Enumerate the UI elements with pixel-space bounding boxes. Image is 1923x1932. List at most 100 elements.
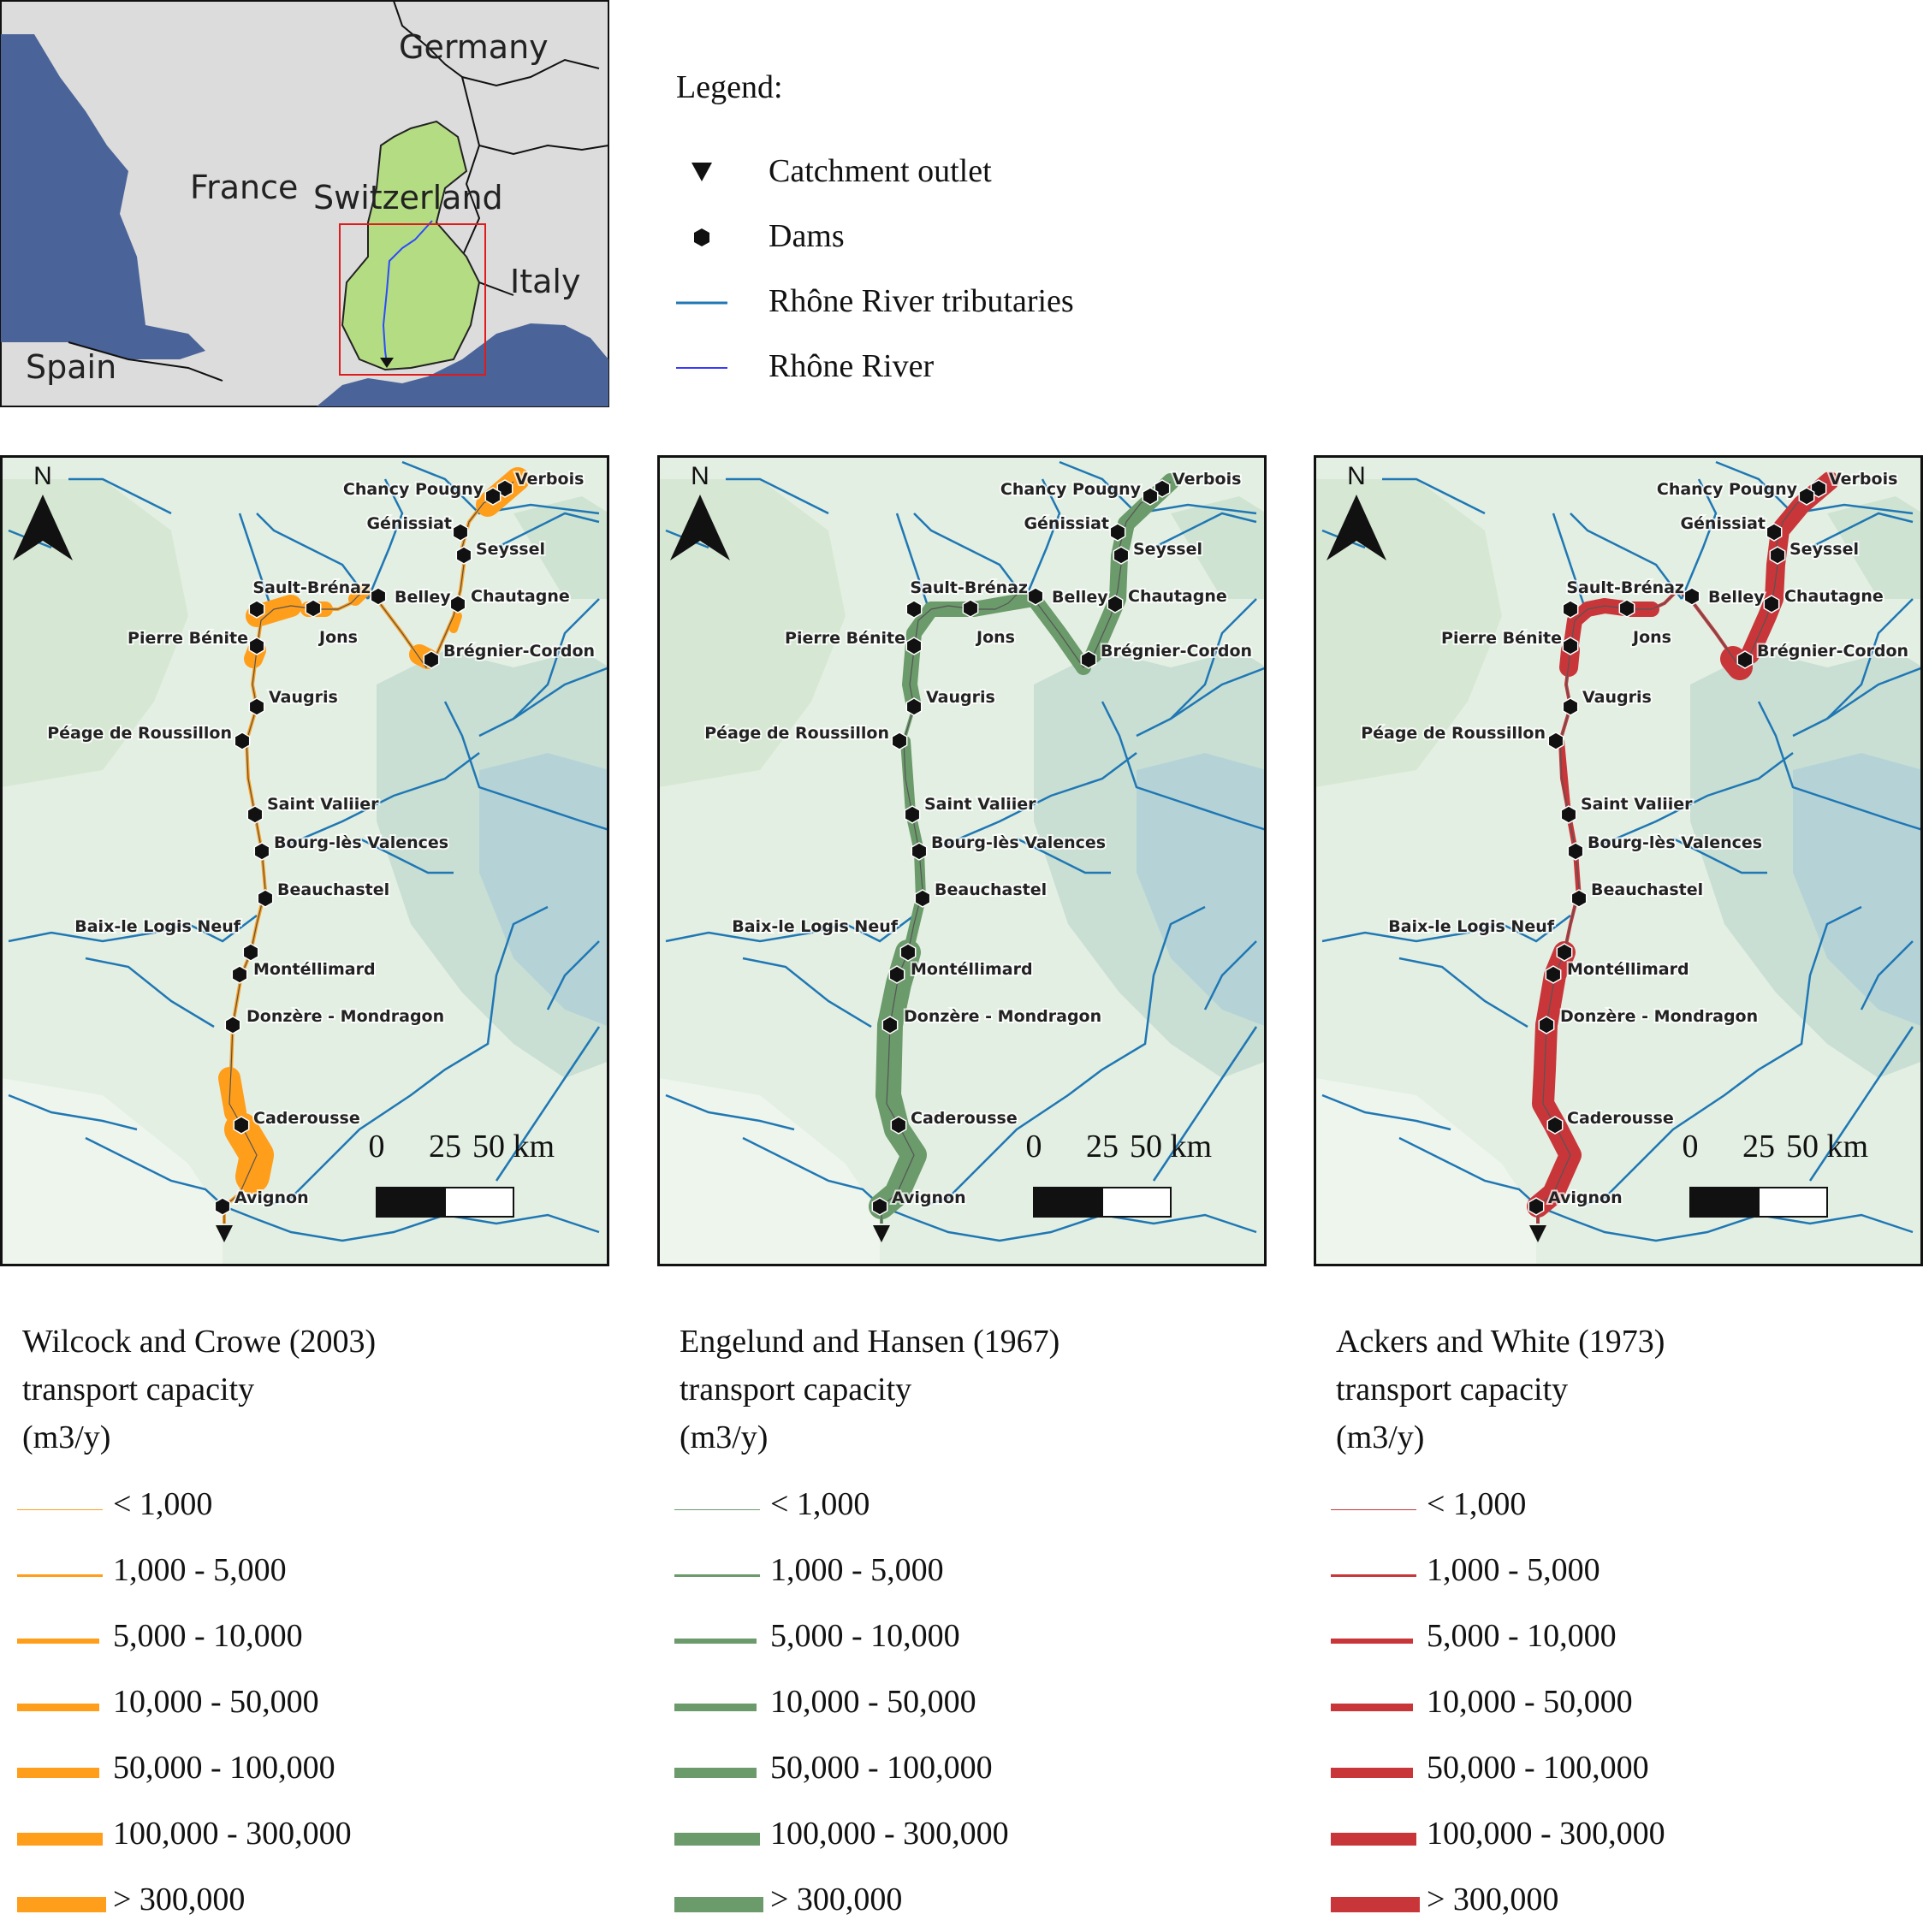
- dam-hexagon-icon: [1799, 488, 1813, 505]
- dam-label: Beauchastel: [935, 880, 1047, 899]
- scale-label: 25: [429, 1129, 461, 1165]
- capacity-legend-row: 100,000 - 300,000: [657, 1815, 1256, 1866]
- dam-hexagon-icon: [243, 944, 258, 961]
- dam-label: Péage de Roussillon: [704, 724, 889, 743]
- north-label: N: [1347, 462, 1366, 490]
- title-line: (m3/y): [22, 1413, 376, 1461]
- dam-label: Vaugris: [926, 688, 995, 707]
- country-label-spain: Spain: [26, 348, 116, 386]
- capacity-class-label: 100,000 - 300,000: [770, 1815, 1009, 1852]
- capacity-class-label: 5,000 - 10,000: [1427, 1617, 1617, 1655]
- dam-hexagon-icon: [1143, 488, 1157, 505]
- legend-label: Dams: [769, 217, 845, 255]
- dam-label: Montéllimard: [911, 960, 1033, 979]
- dam-hexagon-icon: [1110, 524, 1125, 541]
- dam-hexagon-icon: [1764, 596, 1778, 613]
- scale-label: 0: [1683, 1129, 1699, 1165]
- dam-hexagon-icon: [1548, 732, 1563, 750]
- dam-label: Saint Valiier: [924, 795, 1036, 814]
- capacity-class-label: > 300,000: [770, 1881, 902, 1918]
- dam-label: Donzère - Mondragon: [904, 1007, 1101, 1026]
- capacity-line-icon: [674, 1833, 760, 1846]
- capacity-legend-row: 100,000 - 300,000: [0, 1815, 599, 1866]
- dam-hexagon-icon: [889, 966, 904, 983]
- title-line: transport capacity: [680, 1366, 1059, 1413]
- dam-hexagon-icon: [1563, 637, 1577, 655]
- dam-label: Belley: [1052, 588, 1108, 607]
- scale-label: 50 km: [1130, 1129, 1212, 1165]
- capacity-class-label: > 300,000: [1427, 1881, 1558, 1918]
- title-line: (m3/y): [680, 1413, 1059, 1461]
- dam-hexagon-icon: [232, 966, 246, 983]
- capacity-line-icon: [17, 1574, 103, 1577]
- dam-hexagon-icon: [234, 1117, 248, 1134]
- dam-label: Sault-Brénaz: [252, 578, 371, 597]
- dam-label: Jons: [318, 628, 358, 647]
- title-line: Ackers and White (1973): [1336, 1318, 1665, 1366]
- capacity-line-icon: [674, 1768, 757, 1778]
- dam-label: Donzère - Mondragon: [1560, 1007, 1758, 1026]
- capacity-class-label: 5,000 - 10,000: [113, 1617, 303, 1655]
- dam-hexagon-icon: [1770, 547, 1784, 564]
- dam-hexagon-icon: [1546, 966, 1560, 983]
- dam-hexagon-icon: [234, 732, 249, 750]
- dam-hexagon-icon: [247, 806, 262, 823]
- legend-title: Legend:: [676, 68, 783, 106]
- title-line: transport capacity: [1336, 1366, 1665, 1413]
- capacity-legend-row: 5,000 - 10,000: [657, 1617, 1256, 1668]
- dam-label: Vaugris: [1582, 688, 1652, 707]
- country-label-switzerland: Switzerland: [313, 179, 503, 216]
- capacity-legend-row: 10,000 - 50,000: [657, 1683, 1256, 1734]
- dam-hexagon-icon: [424, 651, 438, 668]
- capacity-line-icon: [1331, 1704, 1413, 1711]
- capacity-legend-row: < 1,000: [1314, 1485, 1913, 1537]
- dam-label: Seyssel: [1789, 540, 1859, 559]
- capacity-class-label: 10,000 - 50,000: [770, 1683, 976, 1721]
- capacity-line-icon: [1331, 1768, 1413, 1778]
- dam-label: Bourg-lès Valences: [274, 833, 448, 852]
- dam-hexagon-icon: [371, 588, 385, 605]
- dam-label: Pierre Bénite: [1441, 629, 1562, 648]
- capacity-legend-engelund: Engelund and Hansen (1967) transport cap…: [657, 1318, 1256, 1917]
- dam-label: Montéllimard: [253, 960, 376, 979]
- capacity-class-label: > 300,000: [113, 1881, 245, 1918]
- dam-hexagon-icon: [453, 524, 467, 541]
- dam-hexagon-icon: [249, 698, 264, 715]
- dam-label: Sault-Brénaz: [1566, 578, 1684, 597]
- scale-label: 25: [1742, 1129, 1775, 1165]
- dam-hexagon-icon: [1107, 596, 1122, 613]
- dam-label: Belley: [395, 588, 451, 607]
- capacity-legend-title: Wilcock and Crowe (2003) transport capac…: [22, 1318, 376, 1461]
- dam-label: Chancy Pougny: [1000, 480, 1142, 499]
- capacity-class-label: 1,000 - 5,000: [1427, 1551, 1600, 1589]
- dam-label: Caderousse: [253, 1109, 360, 1128]
- capacity-legend-row: < 1,000: [657, 1485, 1256, 1537]
- dam-hexagon-icon: [1028, 588, 1042, 605]
- dam-label: Pierre Bénite: [128, 629, 248, 648]
- dam-hexagon-icon: [1571, 890, 1586, 907]
- dam-hexagon-icon: [1568, 843, 1582, 860]
- dam-hexagon-icon: [906, 601, 921, 618]
- capacity-legend-row: 50,000 - 100,000: [657, 1749, 1256, 1800]
- dam-hexagon-icon: [906, 698, 921, 715]
- dam-label: Verbois: [1829, 470, 1897, 489]
- scale-label: 50 km: [1786, 1129, 1868, 1165]
- dam-hexagon-icon: [1113, 547, 1128, 564]
- dam-label: Bourg-lès Valences: [931, 833, 1106, 852]
- dam-label: Avignon: [1548, 1188, 1623, 1207]
- dam-label: Baix-le Logis Neuf: [74, 917, 240, 936]
- dam-label: Baix-le Logis Neuf: [1388, 917, 1554, 936]
- dam-hexagon-icon: [456, 547, 471, 564]
- dam-label: Baix-le Logis Neuf: [732, 917, 898, 936]
- capacity-class-label: < 1,000: [770, 1485, 870, 1523]
- north-label: N: [691, 462, 709, 490]
- capacity-class-label: 50,000 - 100,000: [113, 1749, 335, 1787]
- capacity-class-label: 1,000 - 5,000: [113, 1551, 287, 1589]
- dam-label: Beauchastel: [277, 880, 389, 899]
- dam-label: Pierre Bénite: [785, 629, 905, 648]
- dam-label: Sault-Brénaz: [910, 578, 1028, 597]
- dam-label: Avignon: [892, 1188, 966, 1207]
